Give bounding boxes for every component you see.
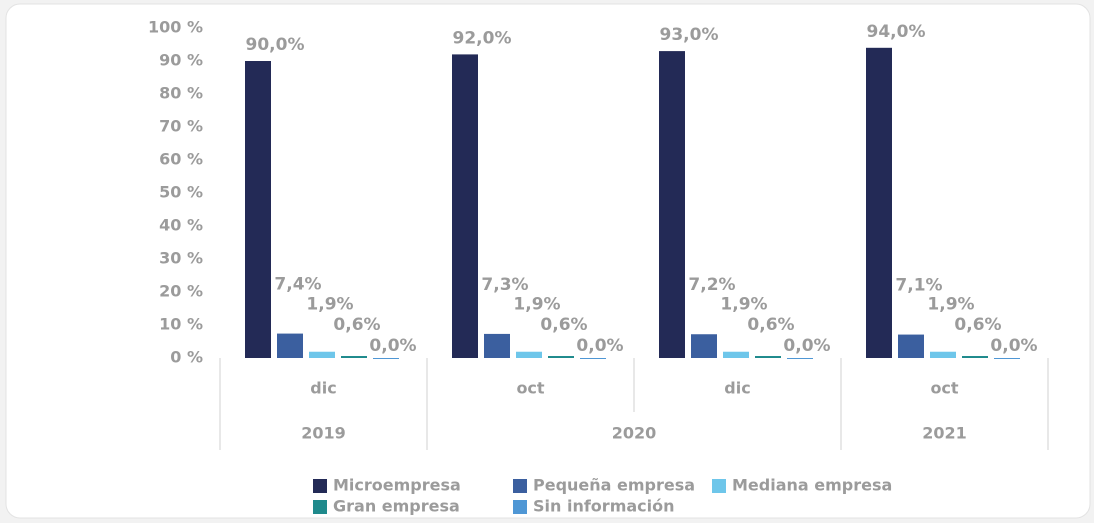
data-label: 7,1% xyxy=(895,276,942,296)
bar xyxy=(994,358,1020,359)
y-tick-label: 100 % xyxy=(148,18,203,37)
y-tick-label: 10 % xyxy=(159,315,203,334)
y-tick-label: 50 % xyxy=(159,183,203,202)
data-label: 0,6% xyxy=(540,315,587,335)
y-tick-label: 80 % xyxy=(159,84,203,103)
data-label: 1,9% xyxy=(927,295,974,315)
data-label: 7,2% xyxy=(688,275,735,295)
data-label: 94,0% xyxy=(867,22,926,42)
bar xyxy=(930,351,956,358)
data-label: 93,0% xyxy=(660,25,719,45)
legend-label: Microempresa xyxy=(333,476,461,495)
data-label: 7,3% xyxy=(481,275,528,295)
data-label: 1,9% xyxy=(720,295,767,315)
bar xyxy=(659,51,685,358)
bar xyxy=(962,356,988,358)
y-tick-label: 90 % xyxy=(159,51,203,70)
bar xyxy=(341,356,367,358)
x-tick-label: dic xyxy=(724,379,750,398)
data-label: 92,0% xyxy=(453,28,512,48)
x-group-label: 2021 xyxy=(922,424,967,443)
x-tick-label: dic xyxy=(310,379,336,398)
x-group-label: 2019 xyxy=(301,424,346,443)
bar xyxy=(723,351,749,358)
legend-swatch xyxy=(313,500,327,514)
data-label: 1,9% xyxy=(513,295,560,315)
data-label: 1,9% xyxy=(306,295,353,315)
bar xyxy=(452,54,478,359)
data-label: 0,6% xyxy=(747,315,794,335)
x-group-label: 2020 xyxy=(612,424,657,443)
y-tick-label: 40 % xyxy=(159,216,203,235)
data-label: 0,0% xyxy=(576,336,623,356)
data-label: 0,0% xyxy=(783,336,830,356)
y-tick-label: 60 % xyxy=(159,150,203,169)
x-tick-label: oct xyxy=(930,379,958,398)
legend-swatch xyxy=(513,479,527,493)
bar xyxy=(277,333,303,358)
data-label: 0,0% xyxy=(990,336,1037,356)
legend-swatch xyxy=(313,479,327,493)
card xyxy=(5,3,1091,519)
data-label: 7,4% xyxy=(274,275,321,295)
bar xyxy=(787,358,813,359)
legend-label: Sin información xyxy=(533,497,675,516)
bar xyxy=(580,358,606,359)
bar xyxy=(898,334,924,358)
legend-label: Pequeña empresa xyxy=(533,476,695,495)
legend-swatch xyxy=(712,479,726,493)
bar xyxy=(691,334,717,358)
legend-label: Mediana empresa xyxy=(732,476,892,495)
y-tick-label: 70 % xyxy=(159,117,203,136)
data-label: 0,0% xyxy=(369,336,416,356)
y-tick-label: 20 % xyxy=(159,282,203,301)
bar xyxy=(755,356,781,358)
data-label: 0,6% xyxy=(333,315,380,335)
bar xyxy=(245,61,271,358)
bar xyxy=(484,333,510,358)
legend-swatch xyxy=(513,500,527,514)
legend-label: Gran empresa xyxy=(333,497,460,516)
x-tick-label: oct xyxy=(516,379,544,398)
bar xyxy=(516,351,542,358)
data-label: 90,0% xyxy=(246,35,305,55)
y-tick-label: 0 % xyxy=(170,348,203,367)
bar xyxy=(309,351,335,358)
bar xyxy=(866,47,892,359)
bar xyxy=(373,358,399,359)
y-tick-label: 30 % xyxy=(159,249,203,268)
bar xyxy=(548,356,574,358)
data-label: 0,6% xyxy=(954,315,1001,335)
